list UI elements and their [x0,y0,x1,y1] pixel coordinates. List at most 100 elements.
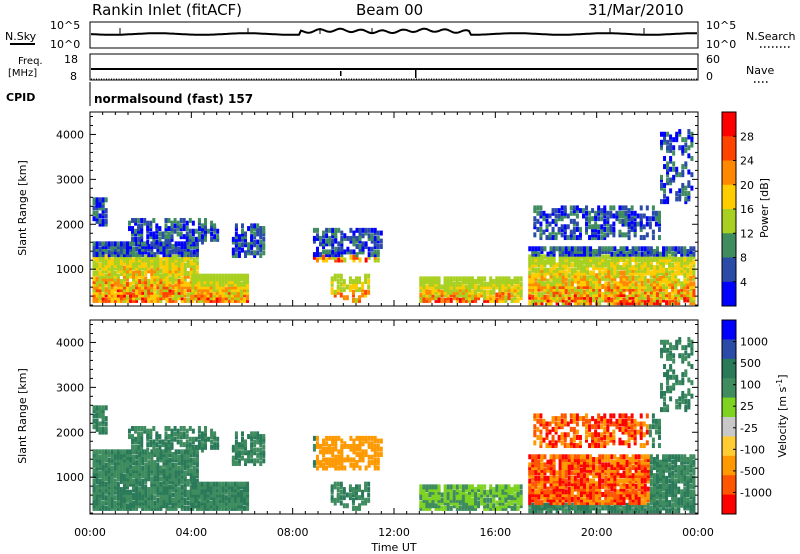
velocity-cell [159,454,163,460]
power-cell [637,294,641,300]
power-cell [477,284,481,290]
power-cell [658,265,662,271]
power-cell [616,270,620,276]
power-cell [192,252,196,258]
power-cell [107,281,111,287]
power-cell [582,254,586,260]
velocity-cell [167,444,171,450]
power-cell [355,252,359,258]
velocity-cell [129,489,133,495]
power-cell [132,295,136,301]
power-cell [428,281,432,287]
velocity-cell [203,497,207,503]
power-cell [546,286,550,292]
velocity-cell [531,505,535,511]
velocity-cell [168,487,172,493]
power-cell [185,239,189,245]
power-cell [576,246,580,252]
power-cell [622,300,626,306]
power-cell [567,292,571,298]
power-cell [552,270,556,276]
velocity-cell [516,487,520,493]
velocity-cell [240,455,244,461]
power-cell [598,262,602,268]
velocity-cell [440,505,444,511]
power-cell [616,262,620,268]
power-cell [171,273,175,279]
velocity-cell [534,454,538,460]
power-cell [150,246,154,252]
power-cell [586,294,590,300]
power-cell [665,273,669,279]
power-cell [570,248,574,254]
velocity-cell [364,497,368,503]
power-cell [247,244,251,250]
power-cell [683,257,687,263]
velocity-cell [262,450,266,456]
velocity-cell [570,454,574,460]
velocity-cell [164,425,168,431]
velocity-cell [98,478,102,484]
power-cell [162,260,166,266]
power-cell [116,276,120,282]
power-cell [132,265,136,271]
power-cell [361,233,365,239]
velocity-cell [364,481,368,487]
power-cell [243,281,247,287]
power-cell [203,276,207,282]
power-cell [156,289,160,295]
power-cell [253,250,257,256]
velocity-cell [116,489,120,495]
power-cell [156,268,160,274]
velocity-cell [379,438,383,444]
power-cell [129,273,133,279]
velocity-cell [140,444,144,450]
power-cell [336,289,340,295]
velocity-cell [192,473,196,479]
velocity-cell [315,465,319,471]
velocity-cell [334,462,338,468]
power-cell [95,205,99,211]
power-cell [328,227,332,233]
velocity-cell [104,476,108,482]
velocity-cell [231,447,235,453]
power-cell [564,246,568,252]
velocity-cell [239,503,243,509]
power-cell [113,265,117,271]
power-cell [162,279,166,285]
power-cell [551,210,555,216]
power-cell [533,221,537,227]
velocity-cell [159,457,163,463]
power-cell [452,289,456,295]
power-cell [684,142,688,148]
velocity-cell [189,503,193,509]
velocity-cell [147,495,151,501]
power-cell [195,292,199,298]
power-cell [528,294,532,300]
velocity-cell [537,459,541,465]
power-cell [555,246,559,252]
power-cell [622,257,626,263]
power-cell [595,273,599,279]
power-cell [598,281,602,287]
power-cell [101,213,105,219]
power-cell [543,254,547,260]
velocity-cell [516,495,520,501]
power-cell [233,287,237,293]
power-cell [586,281,590,287]
power-cell [507,284,511,290]
velocity-cell [534,500,538,506]
power-cell [570,273,574,279]
power-cell [250,239,254,245]
velocity-cell [367,481,371,487]
velocity-cell [233,500,237,506]
velocity-cell [446,484,450,490]
power-cell [552,294,556,300]
power-cell [349,227,353,233]
velocity-cell [243,495,247,501]
velocity-cell [165,481,169,487]
velocity-cell [212,489,216,495]
power-cell [192,270,196,276]
power-cell [674,257,678,263]
velocity-cell [253,439,257,445]
